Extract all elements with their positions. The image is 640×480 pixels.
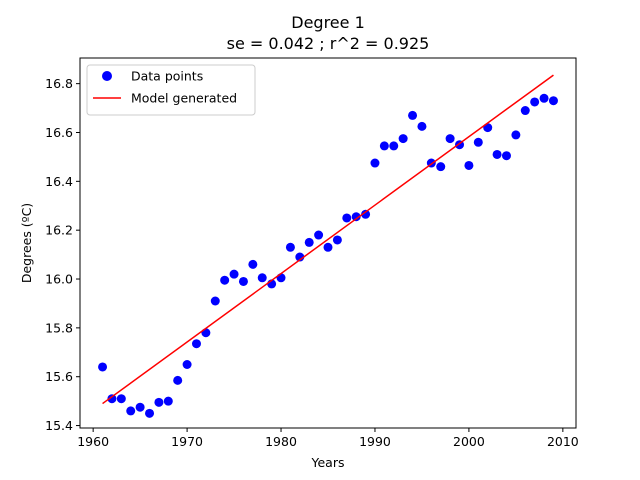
data-point — [304, 237, 314, 247]
data-point — [220, 275, 230, 285]
data-point — [548, 96, 558, 106]
data-point — [173, 375, 183, 385]
data-point — [417, 121, 427, 131]
data-point — [285, 242, 295, 252]
y-tick-label: 15.6 — [45, 369, 73, 384]
data-point — [398, 134, 408, 144]
data-point — [501, 151, 511, 161]
data-point — [530, 97, 540, 107]
data-point — [464, 160, 474, 170]
data-point — [107, 394, 117, 404]
x-tick-label: 1990 — [359, 434, 391, 449]
data-point — [98, 362, 108, 372]
data-point — [492, 149, 502, 159]
legend: Data points Model generated — [86, 64, 256, 116]
data-point — [473, 137, 483, 147]
data-point — [163, 396, 173, 406]
chart-subtitle: se = 0.042 ; r^2 = 0.925 — [227, 34, 430, 53]
data-point — [276, 273, 286, 283]
data-point — [342, 213, 352, 223]
legend-marker-data-points — [102, 71, 112, 81]
data-point — [389, 141, 399, 151]
data-point — [361, 209, 371, 219]
legend-label-data-points: Data points — [131, 69, 203, 84]
data-point — [145, 408, 155, 418]
series-layer — [98, 74, 558, 418]
data-point — [248, 259, 258, 269]
data-point — [511, 130, 521, 140]
data-point — [370, 158, 380, 168]
data-point — [191, 339, 201, 349]
y-tick-label: 15.8 — [45, 320, 73, 335]
x-axis-label: Years — [311, 455, 345, 470]
x-tick-label: 1970 — [171, 434, 203, 449]
data-point — [295, 252, 305, 262]
y-tick-label: 16.6 — [45, 125, 73, 140]
data-point — [379, 141, 389, 151]
model-line — [102, 74, 554, 405]
y-tick-label: 16.0 — [45, 272, 73, 287]
data-point — [332, 235, 342, 245]
x-tick-label: 2010 — [547, 434, 579, 449]
chart-title: Degree 1 — [291, 13, 365, 32]
axes-frame — [79, 57, 577, 429]
legend-label-model: Model generated — [131, 91, 237, 106]
data-point — [229, 269, 239, 279]
data-point — [408, 110, 418, 120]
data-point — [436, 162, 446, 172]
legend-box — [86, 64, 256, 116]
data-point — [201, 328, 211, 338]
data-point — [445, 134, 455, 144]
data-point — [182, 360, 192, 369]
data-point — [539, 93, 549, 103]
data-point — [351, 212, 361, 222]
data-point — [323, 242, 333, 252]
data-point — [520, 106, 530, 116]
y-tick-label: 16.2 — [45, 223, 73, 238]
x-axis: 1960 1970 1980 1990 2000 2010 — [77, 428, 579, 449]
data-point — [126, 406, 136, 416]
y-axis: 15.4 15.6 15.8 16.0 16.2 16.4 16.6 16.8 — [45, 76, 80, 433]
y-tick-label: 16.4 — [45, 174, 73, 189]
data-point — [257, 273, 267, 283]
data-point — [238, 276, 248, 286]
data-point — [116, 394, 126, 404]
y-tick-label: 16.8 — [45, 76, 73, 91]
x-tick-label: 2000 — [453, 434, 485, 449]
data-point — [154, 397, 164, 407]
data-point — [210, 296, 220, 306]
y-tick-label: 15.4 — [45, 418, 73, 433]
x-tick-label: 1960 — [77, 434, 109, 449]
data-point — [314, 230, 324, 240]
y-axis-label: Degrees (ºC) — [19, 203, 34, 283]
data-point — [135, 402, 145, 412]
x-tick-label: 1980 — [265, 434, 297, 449]
